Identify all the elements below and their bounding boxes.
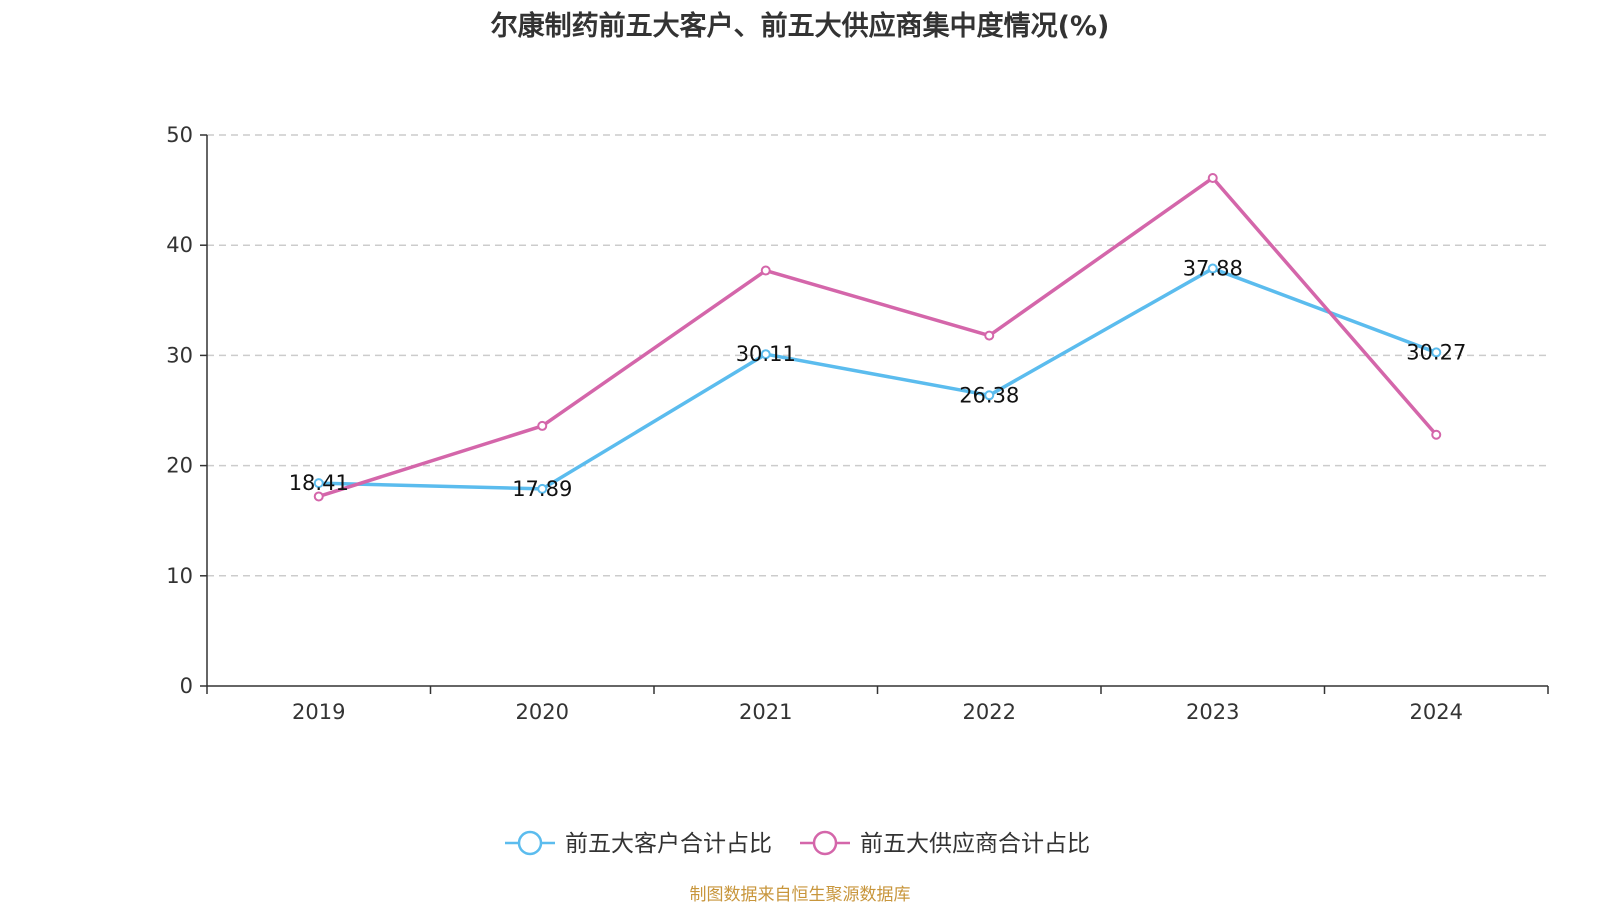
data-label: 17.89 [512,477,572,501]
legend-label: 前五大客户合计占比 [565,831,772,857]
data-label: 26.38 [959,383,1019,407]
x-tick-label: 2023 [1186,700,1239,724]
data-point [984,330,995,341]
data-point [537,483,548,494]
x-tick-label: 2022 [963,700,1016,724]
series-line-1 [318,266,1437,491]
y-tick-label: 40 [166,233,193,257]
y-tick-label: 50 [166,123,193,147]
data-point [1431,429,1442,440]
data-label: 30.27 [1406,340,1466,364]
y-tick-label: 30 [166,343,193,367]
y-tick-label: 20 [166,454,193,478]
series-line-2 [318,176,1438,499]
data-point [1431,347,1442,358]
x-tick-label: 2024 [1410,700,1463,724]
x-tick-label: 2020 [516,700,569,724]
y-tick-label: 0 [180,674,193,698]
data-point [984,390,995,401]
x-tick-label: 2021 [739,700,792,724]
data-point [313,491,324,502]
legend-label: 前五大供应商合计占比 [860,831,1090,857]
chart-title: 尔康制药前五大客户、前五大供应商集中度情况(%) [490,11,1110,42]
data-label: 37.88 [1183,257,1243,281]
source-note: 制图数据来自恒生聚源数据库 [689,885,911,905]
data-point [1207,263,1218,274]
legend: 前五大客户合计占比 前五大供应商合计占比 [505,830,1090,857]
data-point [1207,172,1218,183]
y-tick-label: 10 [166,564,193,588]
data-point [313,478,324,489]
data-label: 30.11 [736,342,796,366]
data-point [760,265,771,276]
data-point [537,420,548,431]
x-tick-label: 2019 [292,700,345,724]
legend-swatch-marker [517,830,543,856]
legend-item-2[interactable]: 前五大供应商合计占比 [800,830,1090,857]
legend-item-1[interactable]: 前五大客户合计占比 [505,830,772,857]
legend-swatch-marker [812,830,838,856]
data-label: 18.41 [289,471,349,495]
data-point [760,349,771,360]
